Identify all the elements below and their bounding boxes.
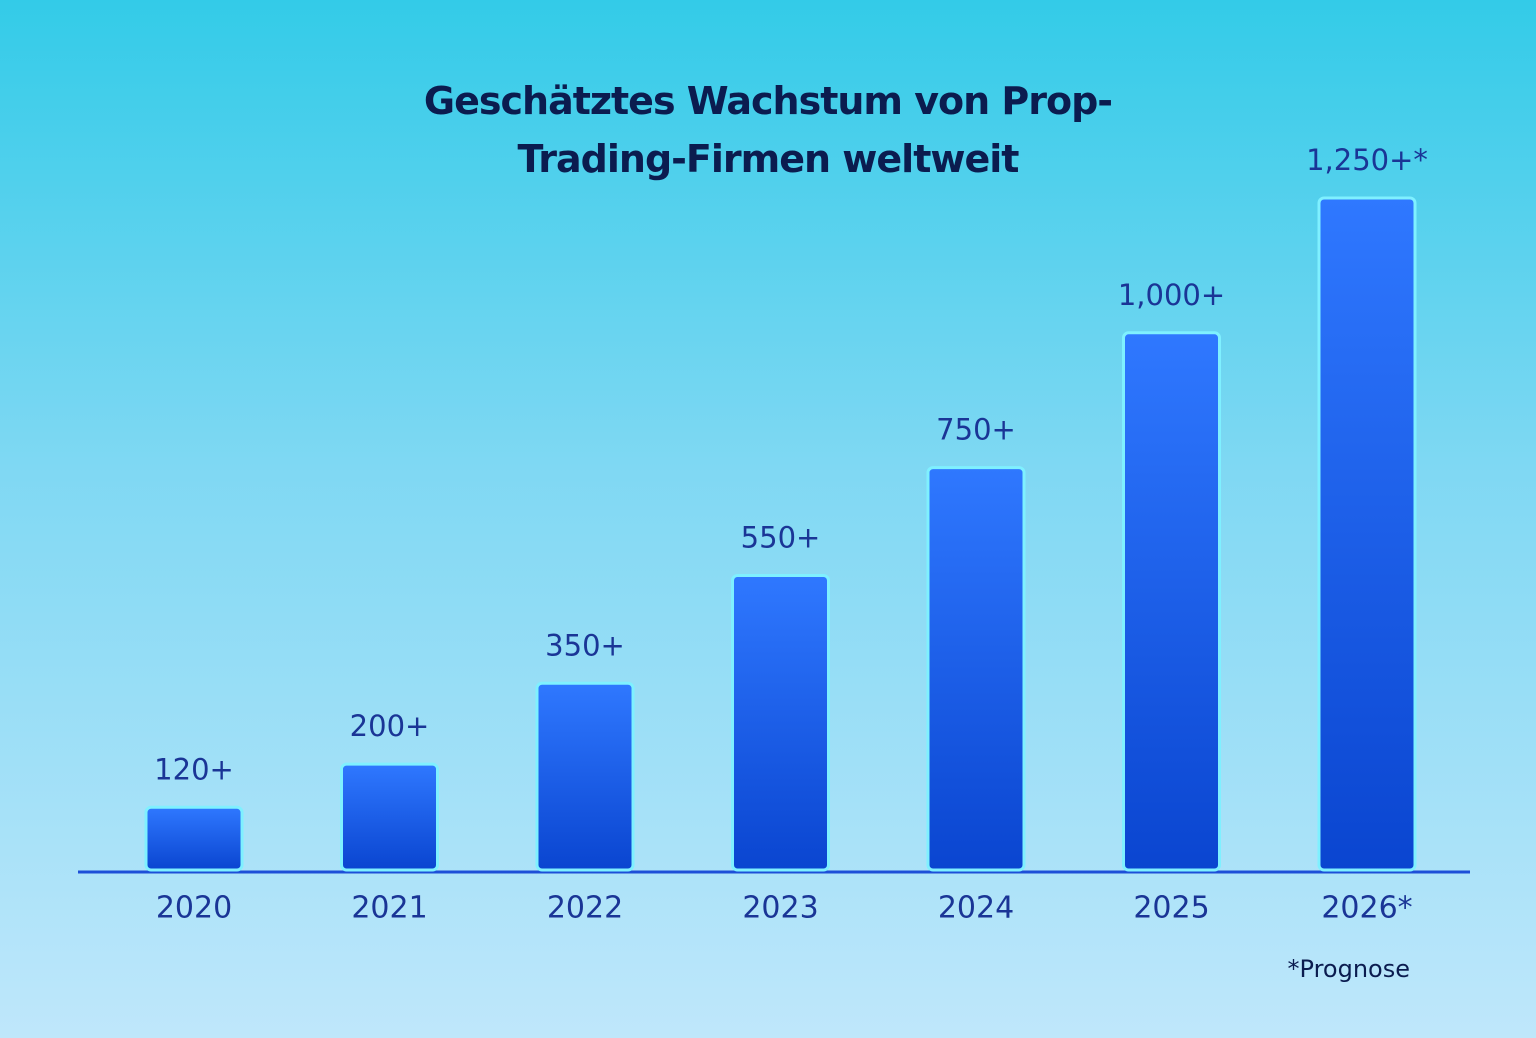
value-label: 1,000+ xyxy=(1118,278,1225,312)
bar xyxy=(926,466,1026,872)
value-label: 1,250+* xyxy=(1306,143,1428,177)
x-tick-label: 2022 xyxy=(547,891,623,926)
x-tick-label: 2020 xyxy=(156,891,232,926)
x-tick-label: 2021 xyxy=(351,891,427,926)
value-label: 350+ xyxy=(545,628,625,662)
bar xyxy=(144,805,244,872)
x-tick-label: 2024 xyxy=(938,891,1014,926)
bar xyxy=(535,681,635,872)
value-label: 550+ xyxy=(741,520,821,554)
bar xyxy=(340,762,439,872)
x-tick-label: 2023 xyxy=(742,891,818,926)
value-label: 200+ xyxy=(350,709,430,743)
x-tick-label: 2026* xyxy=(1321,891,1412,926)
x-tick-label: 2025 xyxy=(1133,891,1209,926)
footnote: *Prognose xyxy=(1288,955,1410,983)
value-label: 750+ xyxy=(936,413,1016,447)
bar xyxy=(731,573,830,872)
value-label: 120+ xyxy=(154,752,234,786)
bar xyxy=(1317,196,1417,872)
chart-title: Geschätztes Wachstum von Prop-Trading-Fi… xyxy=(423,79,1113,181)
bar xyxy=(1122,331,1221,872)
